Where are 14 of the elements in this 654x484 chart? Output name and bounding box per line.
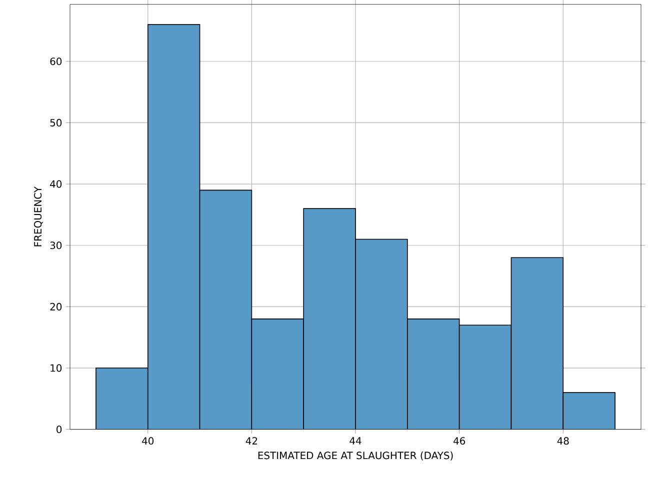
y-tick-label: 50 bbox=[50, 118, 62, 126]
x-tick-label: 42 bbox=[246, 436, 258, 444]
y-axis-title: FREQUENCY bbox=[34, 186, 43, 246]
y-tick-label: 30 bbox=[50, 241, 62, 249]
x-axis-title: ESTIMATED AGE AT SLAUGHTER (DAYS) bbox=[258, 451, 453, 460]
x-tick-label: 40 bbox=[142, 436, 154, 444]
y-tick-label: 20 bbox=[50, 302, 62, 310]
y-tick-label: 0 bbox=[56, 425, 62, 433]
y-tick-label: 10 bbox=[50, 364, 62, 372]
y-tick-label: 40 bbox=[50, 180, 62, 188]
y-tick-label: 60 bbox=[50, 57, 62, 65]
x-tick-label: 44 bbox=[350, 436, 362, 444]
x-tick-label: 48 bbox=[557, 436, 569, 444]
x-tick-label: 46 bbox=[453, 436, 466, 444]
